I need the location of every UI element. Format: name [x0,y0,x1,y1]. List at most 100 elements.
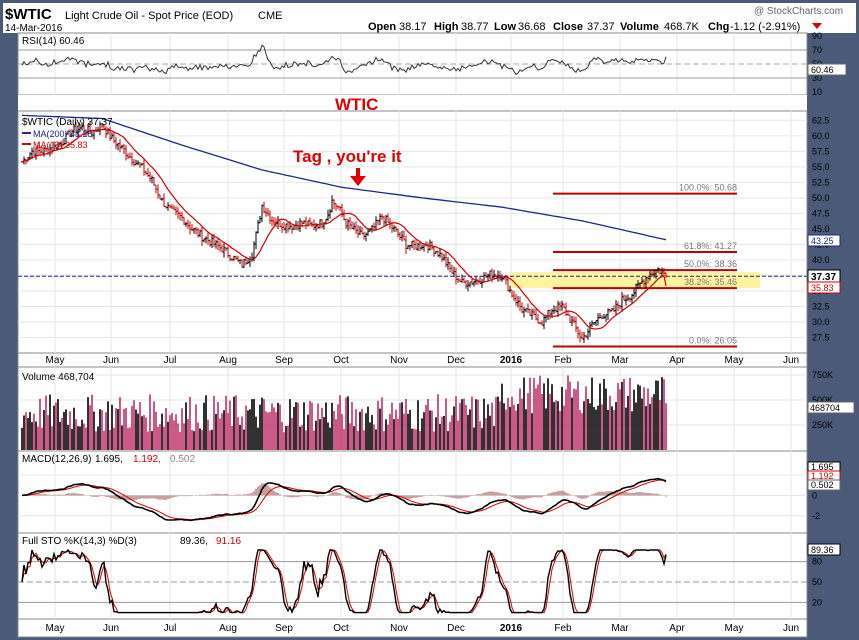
macd-histogram-bar [341,494,343,496]
volume-bar [609,395,611,450]
macd-histogram-bar [179,495,181,497]
volume-bar [201,429,203,450]
macd-histogram-bar [453,495,455,498]
high-value: 38.77 [461,21,489,33]
macd-histogram-bar [449,495,451,498]
macd-histogram-bar [67,493,69,496]
macd-histogram-bar [633,492,635,496]
volume-bar [267,412,269,450]
volume-bar [435,417,437,450]
macd-histogram-bar [485,492,487,496]
volume-bar [415,429,417,450]
macd-histogram-bar [167,495,169,500]
volume-bar [93,411,95,450]
macd-histogram-bar [511,495,513,498]
macd-histogram-bar [143,495,145,499]
macd-histogram-bar [375,494,377,496]
macd-histogram-bar [639,492,641,496]
macd-histogram-bar [415,495,417,498]
macd-histogram-bar [347,495,349,498]
macd-histogram-bar [451,495,453,498]
macd-histogram-bar [641,492,643,496]
volume-bar [577,381,579,450]
volume-bar [131,405,133,450]
macd-histogram-bar [73,492,75,496]
volume-bar [495,397,497,450]
macd-histogram-bar [297,495,299,498]
macd-histogram-bar [53,494,55,496]
macd-histogram-bar [171,495,173,498]
price-x-tick-label: May [46,355,65,366]
volume-bar [183,423,185,450]
price-axis-strip [17,352,808,368]
macd-histogram-bar [277,493,279,496]
macd-histogram-bar [539,495,541,498]
volume-legend: Volume 468,704 [22,372,95,383]
price-x-tick-label: May [725,355,744,366]
macd-histogram-bar [319,495,321,497]
price-y-tick-label: 57.5 [812,146,830,156]
ma13-legend: MA(13) 35.83 [33,140,88,150]
volume-bar [637,384,639,450]
macd-histogram-bar [107,495,109,497]
macd-histogram-bar [47,494,49,496]
macd-histogram-bar [271,489,273,496]
macd-histogram-bar [447,495,449,497]
volume-bar [421,418,423,450]
volume-bar [77,426,79,450]
macd-histogram-bar [377,493,379,496]
volume-bar [285,426,287,450]
macd-y-tick-label: -2 [812,511,820,521]
price-x-tick-label: Jul [164,355,177,366]
volume-bar [387,424,389,450]
volume-bar [215,413,217,450]
bottom-x-tick-label: Nov [390,623,408,634]
macd-histogram-bar [77,493,79,496]
volume-bar [635,402,637,450]
volume-bar [443,415,445,450]
macd-histogram-bar [467,495,469,498]
macd-histogram-bar [597,492,599,496]
macd-histogram-bar [591,494,593,496]
volume-bar [647,388,649,450]
low-label: Low [494,21,516,33]
volume-bar [491,402,493,450]
volume-bar [301,425,303,450]
volume-bar [625,407,627,450]
volume-bar [393,419,395,450]
volume-bar [611,406,613,450]
volume-bar [391,402,393,450]
macd-value-3: 0.502 [811,480,834,490]
volume-bar [605,388,607,450]
macd-histogram-bar [221,494,223,496]
macd-histogram-bar [323,495,325,497]
volume-bar [501,383,503,450]
macd-histogram-bar [527,495,529,499]
macd-histogram-bar [303,495,305,496]
macd-histogram-bar [177,495,179,497]
volume-bar [541,393,543,450]
macd-histogram-bar [235,494,237,496]
volume-value: 468.7K [664,21,700,33]
volume-bar [583,401,585,450]
macd-histogram-bar [131,495,133,501]
price-x-tick-label: Sep [275,355,293,366]
volume-bar [427,398,429,450]
volume-bar [177,423,179,450]
volume-bar [487,404,489,450]
fib-level-label: 0.0%: 26.05 [689,335,737,345]
rsi-y-tick-label: 90 [812,31,822,41]
bottom-x-tick-label: Oct [333,623,349,634]
volume-bar [111,404,113,450]
watermark: @ StockCharts.com [754,6,843,17]
volume-bar [629,377,631,450]
macd-histogram-bar [55,494,57,496]
volume-bar [441,416,443,450]
volume-bar [333,410,335,450]
volume-bar [87,397,89,450]
macd-histogram-bar [213,494,215,496]
rsi-y-tick-label: 10 [812,87,822,97]
volume-bar [255,416,257,450]
volume-bar [91,394,93,450]
volume-bar [651,397,653,450]
